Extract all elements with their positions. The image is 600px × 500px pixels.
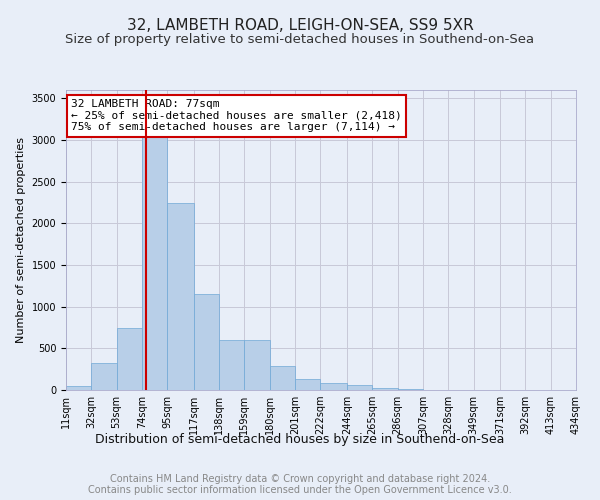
Bar <box>270 366 295 390</box>
Text: Contains HM Land Registry data © Crown copyright and database right 2024.: Contains HM Land Registry data © Crown c… <box>110 474 490 484</box>
Bar <box>142 106 167 390</box>
Bar <box>320 382 347 390</box>
Bar <box>219 340 244 390</box>
Text: Contains public sector information licensed under the Open Government Licence v3: Contains public sector information licen… <box>88 485 512 495</box>
Bar <box>116 328 142 390</box>
Bar <box>194 294 219 390</box>
Bar <box>244 340 270 390</box>
Bar <box>347 385 372 390</box>
Text: 32, LAMBETH ROAD, LEIGH-ON-SEA, SS9 5XR: 32, LAMBETH ROAD, LEIGH-ON-SEA, SS9 5XR <box>127 18 473 32</box>
Bar <box>66 386 91 390</box>
Bar <box>91 364 116 390</box>
Bar <box>167 202 194 390</box>
Text: Size of property relative to semi-detached houses in Southend-on-Sea: Size of property relative to semi-detach… <box>65 32 535 46</box>
Bar <box>295 379 320 390</box>
Y-axis label: Number of semi-detached properties: Number of semi-detached properties <box>16 137 26 343</box>
Text: Distribution of semi-detached houses by size in Southend-on-Sea: Distribution of semi-detached houses by … <box>95 432 505 446</box>
Bar <box>372 388 398 390</box>
Text: 32 LAMBETH ROAD: 77sqm
← 25% of semi-detached houses are smaller (2,418)
75% of : 32 LAMBETH ROAD: 77sqm ← 25% of semi-det… <box>71 99 402 132</box>
